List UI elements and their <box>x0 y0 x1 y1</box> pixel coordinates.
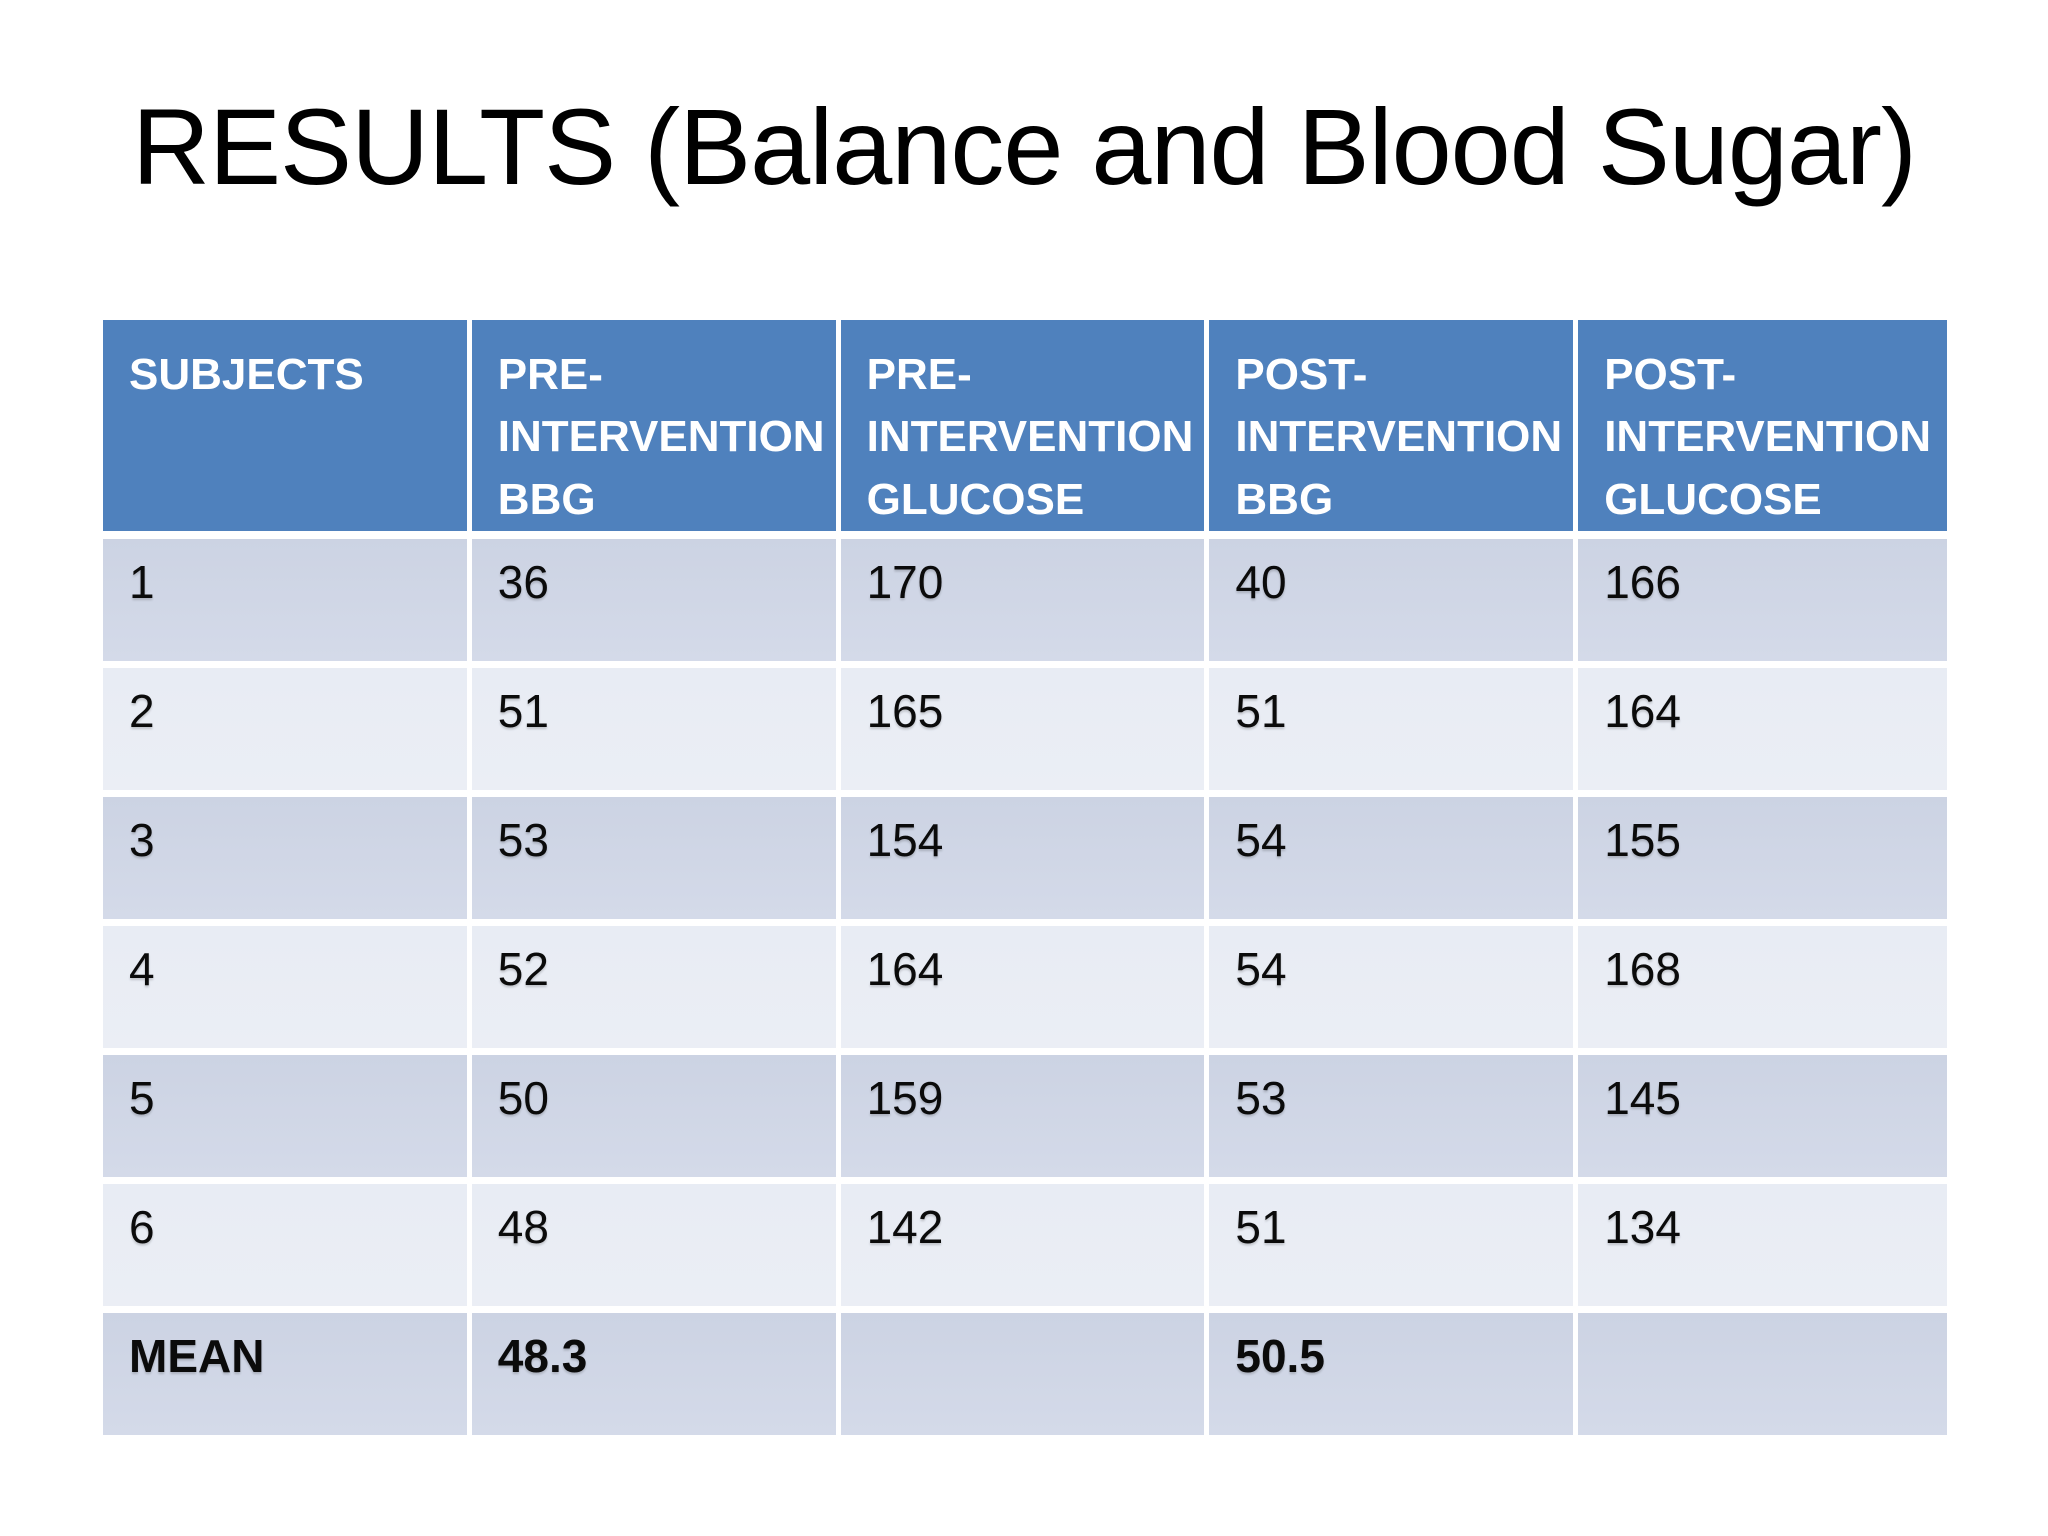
column-header-subjects: SUBJECTS <box>103 320 472 540</box>
results-table: SUBJECTS PRE-INTERVENTION BBG PRE-INTERV… <box>103 320 1947 1436</box>
table-cell: 2 <box>103 668 472 798</box>
table-cell: 40 <box>1209 539 1579 669</box>
table-row: 4 52 164 54 168 <box>103 926 1947 1056</box>
table-cell: 170 <box>840 539 1210 669</box>
table-cell: 1 <box>103 539 472 669</box>
table-cell: 154 <box>840 797 1210 927</box>
table-cell: 3 <box>103 797 472 927</box>
table-cell: MEAN <box>103 1313 472 1436</box>
table-cell: 51 <box>1209 668 1579 798</box>
table-cell: 165 <box>840 668 1210 798</box>
table-cell: 166 <box>1578 539 1947 669</box>
table-cell: 51 <box>471 668 841 798</box>
table-cell: 142 <box>840 1184 1210 1314</box>
table-cell: 54 <box>1209 926 1579 1056</box>
table-cell: 134 <box>1578 1184 1947 1314</box>
table-cell: 53 <box>1209 1055 1579 1185</box>
table-cell: 159 <box>840 1055 1210 1185</box>
table-row: 3 53 154 54 155 <box>103 797 1947 927</box>
table-row-mean: MEAN 48.3 50.5 <box>103 1313 1947 1436</box>
table-cell: 48 <box>471 1184 841 1314</box>
header-row: SUBJECTS PRE-INTERVENTION BBG PRE-INTERV… <box>103 320 1947 540</box>
table-cell: 48.3 <box>471 1313 841 1436</box>
table-cell: 155 <box>1578 797 1947 927</box>
table-row: 2 51 165 51 164 <box>103 668 1947 798</box>
table-cell: 54 <box>1209 797 1579 927</box>
table-cell: 164 <box>1578 668 1947 798</box>
table-row: 1 36 170 40 166 <box>103 539 1947 669</box>
column-header-pre-bbg: PRE-INTERVENTION BBG <box>471 320 841 540</box>
table-cell <box>1578 1313 1947 1436</box>
table-cell: 6 <box>103 1184 472 1314</box>
column-header-post-bbg: POST-INTERVENTION BBG <box>1209 320 1579 540</box>
table-cell: 5 <box>103 1055 472 1185</box>
table-cell: 51 <box>1209 1184 1579 1314</box>
table-cell: 168 <box>1578 926 1947 1056</box>
table-body: 1 36 170 40 166 2 51 165 51 164 3 53 154… <box>103 539 1947 1436</box>
column-header-post-glucose: POST-INTERVENTION GLUCOSE <box>1578 320 1947 540</box>
table-row: 6 48 142 51 134 <box>103 1184 1947 1314</box>
table-header: SUBJECTS PRE-INTERVENTION BBG PRE-INTERV… <box>103 320 1947 540</box>
table-cell: 145 <box>1578 1055 1947 1185</box>
column-header-pre-glucose: PRE-INTERVENTION GLUCOSE <box>840 320 1210 540</box>
table-cell: 53 <box>471 797 841 927</box>
table-cell: 164 <box>840 926 1210 1056</box>
table-cell: 36 <box>471 539 841 669</box>
table-cell <box>840 1313 1210 1436</box>
table-cell: 50.5 <box>1209 1313 1579 1436</box>
table-cell: 4 <box>103 926 472 1056</box>
table-row: 5 50 159 53 145 <box>103 1055 1947 1185</box>
table-cell: 52 <box>471 926 841 1056</box>
slide-title: RESULTS (Balance and Blood Sugar) <box>132 86 1917 207</box>
table-cell: 50 <box>471 1055 841 1185</box>
